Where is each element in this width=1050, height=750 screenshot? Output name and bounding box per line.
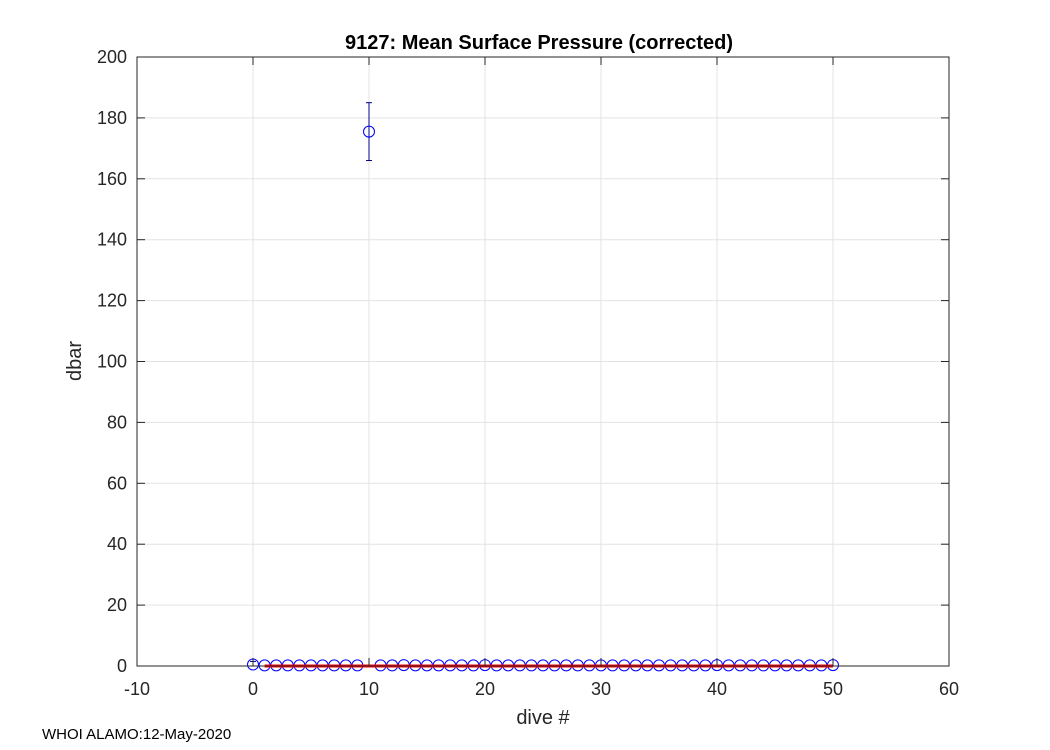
y-tick-label: 60 — [107, 473, 127, 493]
x-axis-label: dive # — [516, 707, 570, 729]
x-tick-label: 60 — [939, 679, 959, 699]
data-point — [363, 125, 375, 138]
y-tick-label: 80 — [107, 412, 127, 432]
grid — [137, 57, 949, 666]
chart-title: 9127: Mean Surface Pressure (corrected) — [345, 32, 733, 54]
y-tick-label: 40 — [107, 534, 127, 554]
x-tick-label: 20 — [475, 679, 495, 699]
y-tick-label: 180 — [97, 108, 127, 128]
y-tick-label: 200 — [97, 47, 127, 67]
x-tick-label: -10 — [124, 679, 150, 699]
x-tick-label: 50 — [823, 679, 843, 699]
y-tick-label: 20 — [107, 595, 127, 615]
x-tick-label: 10 — [359, 679, 379, 699]
y-tick-label: 120 — [97, 291, 127, 311]
ticks: -10 0 10 20 30 40 50 60 0 20 40 60 80 100 120 140 160 180… — [97, 47, 959, 699]
y-tick-label: 140 — [97, 230, 127, 250]
y-tick-label: 160 — [97, 169, 127, 189]
y-axis-label: dbar — [64, 341, 86, 381]
x-tick-label: 0 — [248, 679, 258, 699]
footer-timestamp: WHOI ALAMO:12-May-2020 — [42, 726, 232, 743]
x-tick-label: 30 — [591, 679, 611, 699]
y-tick-label: 0 — [117, 656, 127, 676]
y-tick-label: 100 — [97, 352, 127, 372]
x-tick-label: 40 — [707, 679, 727, 699]
